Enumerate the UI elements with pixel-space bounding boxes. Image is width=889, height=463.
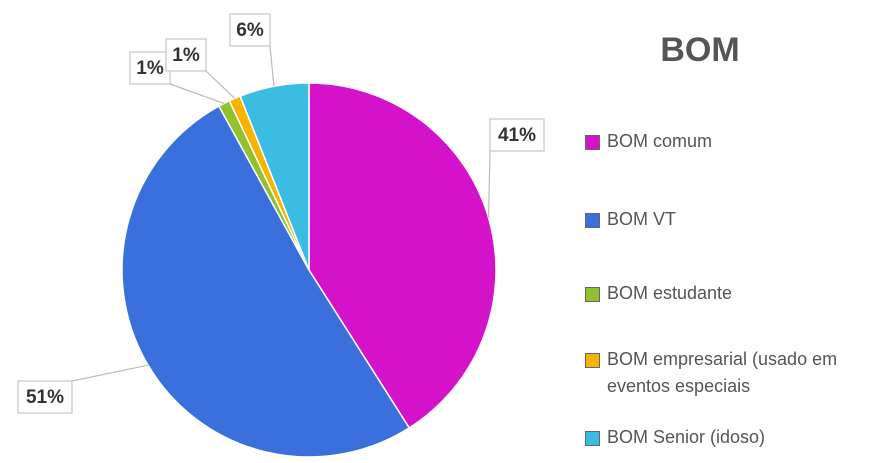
- chart-title: BOM: [660, 31, 739, 69]
- legend-entry: BOM estudante: [585, 280, 889, 307]
- legend-entry: BOM empresarial (usado em eventos especi…: [585, 346, 889, 400]
- legend-label: BOM estudante: [607, 283, 733, 303]
- data-label-box: [129, 51, 171, 85]
- data-label-box: [489, 118, 545, 152]
- data-label-box: [17, 380, 73, 414]
- pie-slice: [239, 82, 310, 271]
- legend-label: BOM Senior (idoso): [607, 427, 766, 447]
- legend-swatch: [585, 287, 600, 302]
- legend-swatch: [585, 431, 600, 446]
- data-label-box: [165, 38, 207, 72]
- pie-slice: [308, 82, 497, 429]
- data-label: 51%: [26, 387, 64, 408]
- data-label: 1%: [172, 45, 200, 66]
- legend-entry: BOM comum: [585, 128, 889, 155]
- leader-line: [71, 364, 149, 382]
- leader-line: [487, 150, 491, 218]
- pie-slice: [121, 105, 411, 458]
- data-label-box: [229, 13, 271, 47]
- legend-label: BOM comum: [607, 131, 713, 151]
- legend-label: BOM VT: [607, 209, 677, 229]
- legend-entry: BOM VT: [585, 206, 889, 233]
- data-label: 6%: [236, 20, 264, 41]
- data-label: 1%: [136, 58, 164, 79]
- data-label: 41%: [498, 125, 536, 146]
- legend-swatch: [585, 353, 600, 368]
- leader-line: [205, 70, 236, 99]
- legend-entry: BOM Senior (idoso): [585, 424, 889, 451]
- legend-swatch: [585, 213, 600, 228]
- legend-swatch: [585, 135, 600, 150]
- leader-line: [269, 45, 275, 87]
- leader-line: [169, 83, 225, 104]
- legend-label: BOM empresarial (usado em eventos especi…: [607, 349, 838, 396]
